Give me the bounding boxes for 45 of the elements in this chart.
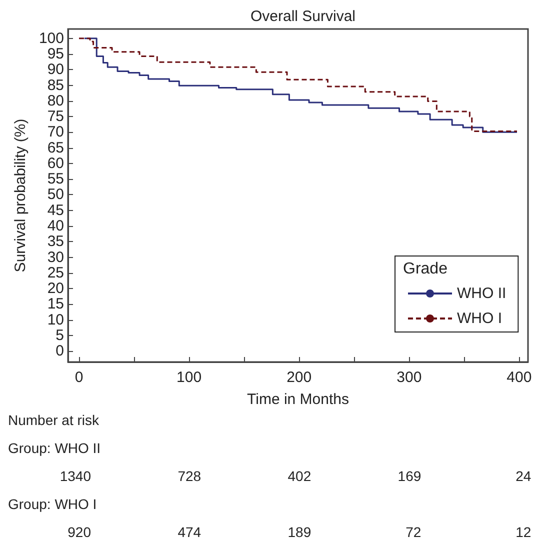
text: 1340 [60,468,92,484]
legend-label: WHO I [457,310,502,327]
x-tick-label: 300 [396,369,422,386]
text: 402 [288,468,312,484]
y-tick-label: 50 [47,186,64,204]
y-tick-label: 95 [47,46,64,63]
y-tick-label: 40 [47,217,64,234]
text: Group: WHO I [8,496,97,512]
x-tick-label: 100 [176,369,202,386]
x-axis-title: Time in Months [247,391,349,408]
y-tick-label: 55 [47,170,64,188]
y-tick-label: 90 [47,61,64,78]
y-tick-label: 70 [47,124,64,141]
y-tick-label: 10 [47,311,64,328]
text: 920 [68,524,92,540]
y-tick-label: 65 [47,139,64,156]
y-tick-label: 35 [47,233,64,250]
y-tick-label: 0 [56,342,64,360]
text: 189 [288,524,312,540]
y-tick-label: 85 [47,76,64,94]
y-axis-title: Survival probability (%) [12,118,30,272]
x-tick-label: 0 [74,369,84,386]
y-tick-label: 45 [47,202,64,219]
y-tick-label: 5 [56,326,64,344]
legend-label: WHO II [457,285,506,302]
text: 72 [406,524,422,540]
text: 474 [178,524,202,540]
text: 728 [178,468,202,484]
y-tick-label: 80 [47,92,64,110]
y-tick-label: 75 [47,108,64,126]
y-tick-label: 60 [47,154,64,172]
legend-title: Grade [403,260,448,278]
text: Group: WHO II [8,440,101,456]
y-tick-label: 25 [47,264,64,282]
chart-title: Overall Survival [250,8,356,25]
y-tick-label: 30 [47,248,64,266]
text: 169 [398,468,422,484]
text: 24 [516,468,532,484]
text: 12 [516,524,532,540]
text: Number at risk [8,412,100,428]
x-tick-label: 200 [286,369,312,386]
y-tick-label: 100 [38,30,64,47]
y-tick-label: 15 [47,296,64,313]
y-tick-label: 20 [47,280,64,298]
x-tick-label: 400 [506,369,532,386]
